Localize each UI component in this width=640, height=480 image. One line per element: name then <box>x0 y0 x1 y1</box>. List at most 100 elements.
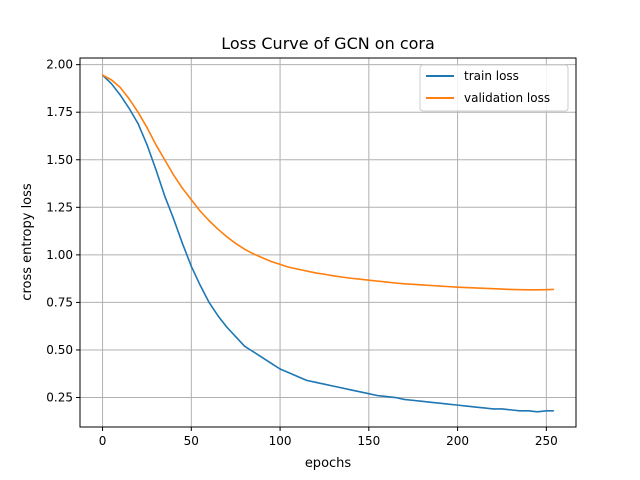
validation-loss-point <box>465 286 468 289</box>
train-loss-point <box>252 351 255 353</box>
train-loss-point <box>314 381 317 383</box>
train-loss-point <box>341 387 343 389</box>
validation-loss-point <box>332 275 335 277</box>
train-loss-point <box>456 404 459 406</box>
validation-loss-point <box>190 199 193 201</box>
validation-loss-point <box>199 210 201 212</box>
validation-loss-point <box>146 126 148 129</box>
train-loss-point <box>368 393 370 395</box>
validation-loss-point <box>297 268 299 270</box>
train-loss-point <box>306 379 308 382</box>
validation-loss-point <box>519 288 521 291</box>
train-loss-point <box>465 405 468 407</box>
validation-loss-point <box>252 253 255 255</box>
y-tick-label: 1.25 <box>46 200 73 214</box>
train-loss-point <box>208 301 210 304</box>
train-loss-point <box>510 409 512 411</box>
validation-loss-point <box>288 266 290 268</box>
validation-loss-point <box>421 284 423 286</box>
train-loss-point <box>261 356 264 359</box>
validation-loss-point <box>377 280 379 282</box>
train-loss-point <box>297 375 299 378</box>
train-loss-point <box>288 372 290 374</box>
train-loss-line <box>101 74 554 413</box>
plot-frame <box>79 57 577 428</box>
validation-loss-point <box>155 143 157 146</box>
train-loss-point <box>110 82 113 85</box>
validation-loss-point <box>261 257 264 259</box>
series-layer <box>101 74 555 413</box>
validation-loss-line <box>102 74 554 291</box>
y-tick-label: 1.75 <box>46 105 73 119</box>
x-axis-ticks: 0 50 100 150 200 250 <box>99 427 558 448</box>
validation-loss-point <box>350 277 352 279</box>
validation-loss-point <box>137 111 139 113</box>
validation-loss-point <box>208 219 210 222</box>
validation-loss-point <box>545 288 548 291</box>
validation-loss-point <box>101 74 104 76</box>
validation-loss-point <box>359 278 361 280</box>
x-axis-label: epochs <box>305 456 352 471</box>
legend: train loss validation loss <box>419 64 569 112</box>
validation-loss-point <box>172 174 175 176</box>
train-loss-point <box>190 265 193 267</box>
y-tick-label: 0.25 <box>46 391 73 405</box>
validation-loss-point <box>243 248 246 250</box>
chart-title: Loss Curve of GCN on cora <box>221 34 435 53</box>
validation-loss-point <box>385 281 388 283</box>
validation-loss-point <box>412 283 414 286</box>
train-loss-point <box>332 385 335 387</box>
x-tick-label: 200 <box>446 434 469 448</box>
validation-loss-point <box>119 86 122 89</box>
train-loss-point <box>181 242 184 245</box>
x-tick-label: 50 <box>184 434 199 448</box>
train-loss-point <box>199 284 201 286</box>
train-loss-point <box>519 410 521 412</box>
train-loss-point <box>172 218 175 220</box>
train-loss-point <box>359 391 361 393</box>
y-tick-label: 0.75 <box>46 295 73 309</box>
validation-loss-point <box>430 284 432 287</box>
validation-loss-point <box>501 288 503 290</box>
x-tick-label: 250 <box>535 434 558 448</box>
validation-loss-point <box>314 272 317 274</box>
train-loss-point <box>128 107 130 110</box>
x-tick-label: 100 <box>269 434 292 448</box>
train-loss-point <box>552 410 555 412</box>
x-tick-label: 0 <box>99 434 107 448</box>
y-tick-label: 2.00 <box>46 58 73 72</box>
validation-loss-point <box>456 286 459 288</box>
validation-loss-point <box>110 79 113 81</box>
validation-loss-point <box>306 270 308 272</box>
grid-lines <box>80 58 576 427</box>
train-loss-point <box>119 94 122 96</box>
validation-loss-point <box>341 276 343 278</box>
legend-box <box>419 64 569 112</box>
validation-loss-point <box>510 288 512 291</box>
train-loss-point <box>226 326 228 328</box>
x-tick-label: 150 <box>357 434 380 448</box>
train-loss-point <box>146 143 148 146</box>
train-loss-point <box>536 411 539 413</box>
train-loss-point <box>350 389 352 391</box>
train-loss-point <box>323 383 326 385</box>
validation-loss-point <box>226 236 228 238</box>
train-loss-point <box>270 362 272 364</box>
validation-loss-point <box>128 98 130 100</box>
validation-loss-point <box>368 279 370 281</box>
validation-loss-point <box>527 289 530 291</box>
train-loss-point <box>217 315 219 317</box>
validation-loss-point <box>234 242 237 245</box>
validation-loss-point <box>163 159 166 161</box>
validation-loss-point <box>483 287 485 290</box>
validation-loss-point <box>217 228 219 230</box>
train-loss-point <box>492 408 494 410</box>
train-loss-point <box>403 398 406 401</box>
train-loss-point <box>279 368 281 370</box>
train-loss-point <box>377 394 379 397</box>
train-loss-point <box>474 406 477 408</box>
y-tick-label: 1.00 <box>46 248 73 262</box>
train-loss-point <box>394 396 397 399</box>
validation-loss-point <box>270 260 272 263</box>
